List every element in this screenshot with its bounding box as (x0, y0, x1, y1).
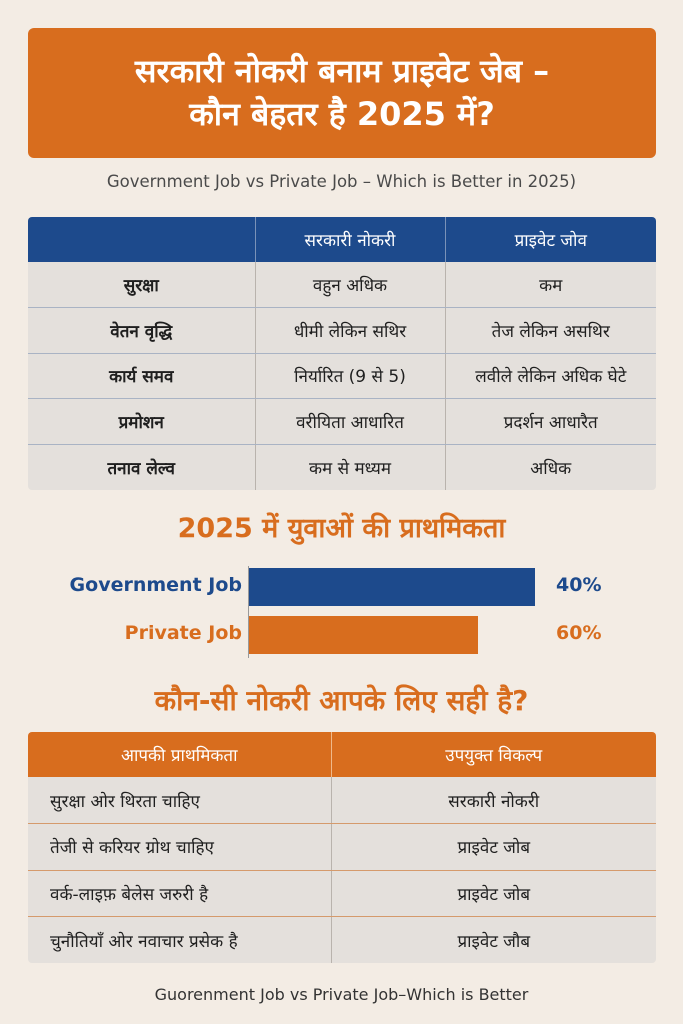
row-label: प्रमोशन (28, 398, 256, 445)
table-row: चुनौतियाँ ओर नवाचार प्रसेक है प्राइवेट ज… (28, 916, 656, 963)
bar-value-label: 60% (556, 622, 602, 644)
option-cell: प्राइवेट जोब (331, 870, 656, 917)
bar-value-label: 40% (556, 574, 602, 596)
comparison-table: सरकारी नोकरी प्राइवेट जोव सुरक्षा वहुन अ… (28, 217, 656, 490)
table-cell: निर्यारित (9 से 5) (255, 353, 446, 399)
title-line-2: कौन बेहतर है 2025 में? (189, 95, 495, 133)
table-cell: अधिक (445, 444, 656, 490)
table-cell: तेज लेकिन असथिर (445, 307, 656, 354)
title-line-1: सरकारी नोकरी बनाम प्राइवेट जेब – (134, 51, 550, 90)
table-row: प्रमोशन वरीयिता आधारित प्रदर्शन आधारैत (28, 398, 656, 445)
table-cell: वरीयिता आधारित (255, 398, 446, 445)
priority-cell: चुनौतियाँ ओर नवाचार प्रसेक है (28, 916, 332, 963)
comparison-header-cell: प्राइवेट जोव (445, 217, 656, 262)
table-row: तनाव लेल्व कम से मध्यम अधिक (28, 444, 656, 490)
preferences-table: आपकी प्राथमिकता उपयुक्त विकल्प सुरक्षा ओ… (28, 732, 656, 963)
table-row: सुरक्षा ओर थिरता चाहिए सरकारी नोकरी (28, 777, 656, 824)
chart-axis-line (248, 566, 249, 658)
priority-cell: सुरक्षा ओर थिरता चाहिए (28, 777, 332, 824)
footer-caption: Guorenment Job vs Private Job–Which is B… (154, 985, 529, 1004)
table-cell: कम से मध्यम (255, 444, 446, 490)
preferences-header-row: आपकी प्राथमिकता उपयुक्त विकल्प (28, 732, 656, 777)
row-label: तनाव लेल्व (28, 444, 256, 490)
bar-category-label: Government Job (69, 574, 242, 596)
bar-private-job (249, 616, 478, 654)
table-row: तेजी से करियर ग्रोथ चाहिए प्राइवेट जोब (28, 823, 656, 871)
preferences-header-cell: आपकी प्राथमिकता (28, 732, 332, 777)
priority-cell: वर्क-लाइफ़ बेलेस जरुरी है (28, 870, 332, 917)
preferences-header-cell: उपयुक्त विकल्प (331, 732, 656, 777)
table-row: वेतन वृद्धि धीमी लेकिन सथिर तेज लेकिन अस… (28, 307, 656, 354)
row-label: कार्य समव (28, 353, 256, 399)
preferences-title: कौन-सी नोकरी आपके लिए सही है? (154, 684, 529, 717)
table-row: वर्क-लाइफ़ बेलेस जरुरी है प्राइवेट जोब (28, 870, 656, 917)
priority-cell: तेजी से करियर ग्रोथ चाहिए (28, 823, 332, 871)
subtitle: Government Job vs Private Job – Which is… (106, 172, 577, 191)
option-cell: प्राइवेट जोब (331, 823, 656, 871)
table-cell: लवीले लेकिन अधिक घेटे (445, 353, 656, 399)
bar-category-label: Private Job (124, 622, 242, 644)
bar-government-job (249, 568, 535, 606)
comparison-header-cell (28, 217, 256, 262)
option-cell: सरकारी नोकरी (331, 777, 656, 824)
comparison-header-cell: सरकारी नोकरी (255, 217, 446, 262)
chart-title: 2025 में युवाओं की प्राथमिकता (177, 513, 506, 544)
comparison-header-row: सरकारी नोकरी प्राइवेट जोव (28, 217, 656, 262)
title-banner: सरकारी नोकरी बनाम प्राइवेट जेब – कौन बेह… (28, 28, 656, 158)
table-row: सुरक्षा वहुन अधिक कम (28, 262, 656, 308)
table-cell: प्रदर्शन आधारैत (445, 398, 656, 445)
table-cell: कम (445, 262, 656, 308)
table-cell: वहुन अधिक (255, 262, 446, 308)
row-label: सुरक्षा (28, 262, 256, 308)
row-label: वेतन वृद्धि (28, 307, 256, 354)
option-cell: प्राइवेट जौब (331, 916, 656, 963)
table-row: कार्य समव निर्यारित (9 से 5) लवीले लेकिन… (28, 353, 656, 399)
table-cell: धीमी लेकिन सथिर (255, 307, 446, 354)
